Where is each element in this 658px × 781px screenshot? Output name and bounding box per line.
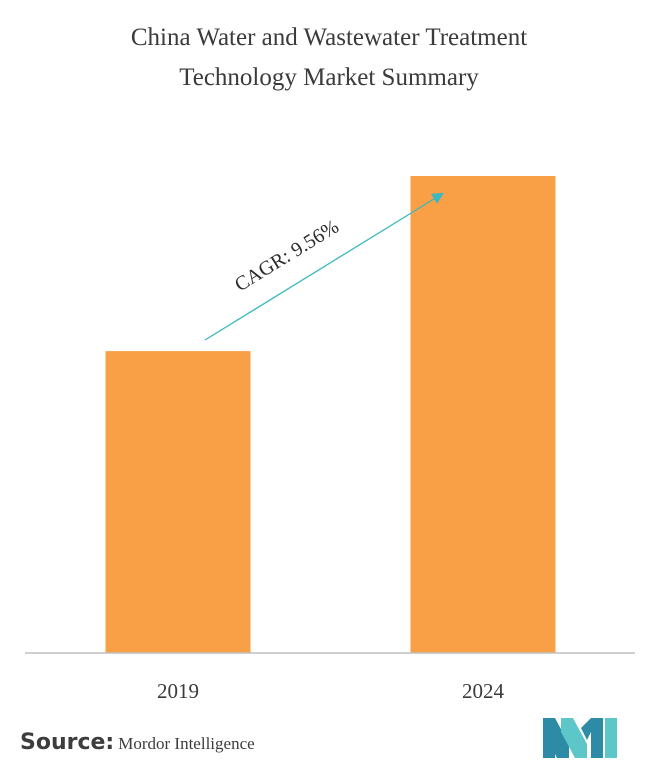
- logo-left-shape: [543, 718, 569, 758]
- bars-group: [105, 176, 556, 653]
- logo-right-shape: [581, 718, 603, 758]
- x-tick-label-2019: 2019: [157, 679, 199, 703]
- source-line: Source: Mordor Intelligence: [20, 730, 255, 755]
- mordor-intelligence-logo-icon: [543, 718, 617, 758]
- chart-title-line-1: China Water and Wastewater Treatment: [130, 24, 528, 51]
- bar-2024: [410, 176, 556, 653]
- source-label: Source:: [20, 730, 115, 755]
- source-value: Mordor Intelligence: [118, 734, 255, 753]
- cagr-annotation: CAGR: 9.56%: [231, 216, 343, 296]
- bar-2019: [105, 351, 251, 653]
- chart-title-line-2: Technology Market Summary: [179, 64, 479, 91]
- chart-title: China Water and Wastewater Treatment Tec…: [0, 18, 658, 98]
- logo-right-accent: [605, 718, 617, 758]
- tick-labels-group: 2019 2024: [157, 679, 505, 703]
- logo-middle-shape: [561, 718, 587, 758]
- x-tick-label-2024: 2024: [462, 679, 505, 703]
- cagr-arrow: [204, 192, 444, 341]
